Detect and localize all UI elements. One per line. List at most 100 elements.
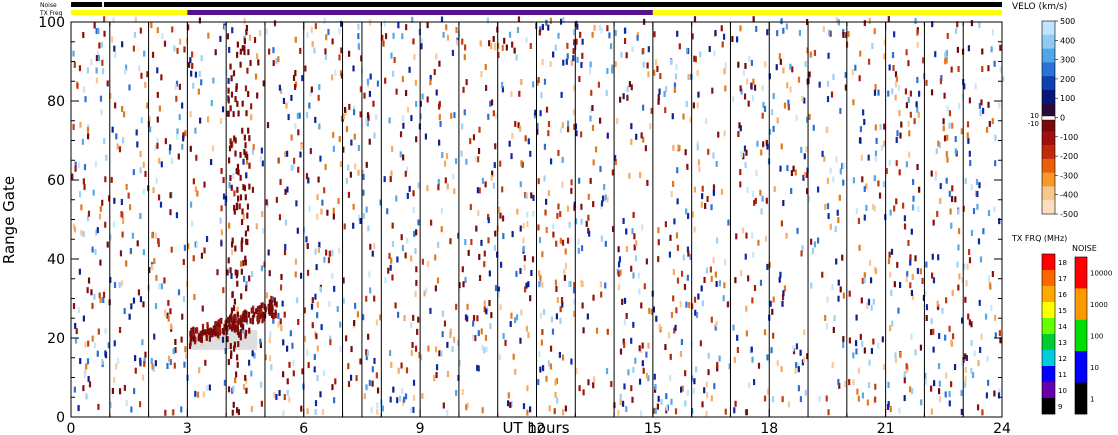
echo-cell — [211, 329, 214, 336]
x-tick-label: 21 — [877, 421, 895, 435]
echo-cell — [748, 55, 751, 62]
echo-cell — [753, 284, 757, 291]
echo-cell — [707, 369, 710, 376]
echo-cell — [98, 213, 102, 220]
echo-cell — [227, 386, 231, 393]
echo-cell — [297, 166, 300, 173]
echo-cell — [315, 264, 318, 271]
echo-cell — [97, 328, 100, 335]
echo-cell — [390, 257, 393, 264]
echo-cell — [592, 382, 595, 389]
echo-cell — [954, 196, 957, 203]
echo-cell — [657, 395, 660, 402]
echo-cell — [221, 327, 224, 334]
echo-cell — [236, 354, 239, 361]
echo-cell — [691, 211, 694, 218]
echo-cell — [832, 326, 835, 333]
echo-cell — [785, 232, 788, 239]
echo-cell — [925, 315, 928, 322]
echo-cell — [489, 100, 492, 107]
echo-cell — [490, 312, 493, 319]
echo-cell — [138, 65, 141, 72]
echo-cell — [415, 229, 418, 236]
echo-cell — [494, 285, 498, 292]
echo-cell — [515, 314, 519, 321]
echo-cell — [693, 296, 697, 303]
echo-cell — [174, 338, 177, 345]
echo-cell — [239, 174, 242, 181]
echo-cell — [295, 200, 298, 207]
echo-cell — [206, 324, 209, 331]
echo-cell — [773, 186, 776, 193]
echo-cell — [772, 125, 775, 132]
echo-cell — [968, 249, 971, 256]
echo-cell — [359, 358, 362, 365]
echo-cell — [240, 240, 243, 247]
echo-cell — [241, 237, 244, 244]
echo-cell — [549, 363, 552, 370]
echo-cell — [674, 73, 678, 80]
echo-cell — [554, 279, 558, 286]
echo-cell — [82, 86, 86, 93]
x-tick-label: 12 — [528, 421, 546, 435]
echo-cell — [600, 27, 603, 34]
noise-scale-swatch — [1075, 288, 1087, 321]
echo-cell — [562, 59, 565, 66]
txfreq-scale-label: 14 — [1058, 323, 1067, 331]
echo-cell — [723, 130, 726, 137]
echo-cell — [469, 204, 472, 211]
echo-cell — [694, 309, 697, 316]
echo-cell — [837, 279, 840, 286]
echo-cell — [526, 211, 529, 218]
echo-cell — [96, 227, 99, 234]
echo-cell — [283, 151, 287, 158]
echo-cell — [139, 150, 142, 157]
echo-cell — [156, 67, 159, 74]
echo-cell — [72, 302, 76, 309]
txfreq-scale-swatch — [1042, 382, 1055, 399]
echo-cell — [861, 392, 865, 399]
echo-cell — [247, 90, 250, 97]
echo-cell — [392, 70, 395, 77]
echo-cell — [816, 186, 820, 193]
echo-cell — [450, 112, 453, 119]
echo-cell — [507, 392, 510, 399]
echo-cell — [821, 150, 824, 157]
echo-cell — [961, 317, 964, 324]
echo-cell — [566, 42, 569, 49]
echo-cell — [512, 353, 515, 360]
echo-cell — [242, 213, 245, 220]
echo-cell — [222, 287, 225, 294]
echo-cell — [999, 66, 1002, 73]
echo-cell — [187, 61, 191, 68]
echo-cell — [617, 409, 620, 416]
echo-cell — [676, 277, 680, 284]
echo-cell — [616, 117, 619, 124]
echo-cell — [241, 327, 245, 334]
echo-cell — [129, 247, 132, 254]
echo-cell — [114, 102, 117, 109]
echo-cell — [177, 289, 181, 296]
echo-cell — [998, 102, 1001, 109]
echo-cell — [406, 192, 409, 199]
txfreq-bar-segment-1 — [187, 10, 653, 15]
echo-cell — [320, 324, 323, 331]
echo-cell — [131, 232, 134, 239]
echo-cell — [94, 161, 97, 168]
echo-cell — [214, 329, 217, 336]
echo-cell — [248, 275, 251, 282]
echo-cell — [941, 307, 944, 314]
echo-cell — [248, 34, 252, 41]
echo-cell — [153, 258, 156, 265]
echo-cell — [169, 359, 172, 366]
echo-cell — [561, 239, 565, 246]
echo-cell — [230, 350, 233, 357]
echo-cell — [294, 36, 297, 43]
echo-cell — [405, 367, 409, 374]
echo-cell — [236, 100, 239, 107]
echo-cell — [874, 396, 877, 403]
echo-cell — [626, 86, 629, 93]
echo-cell — [973, 350, 976, 357]
echo-cell — [669, 353, 672, 360]
echo-cell — [275, 393, 278, 400]
